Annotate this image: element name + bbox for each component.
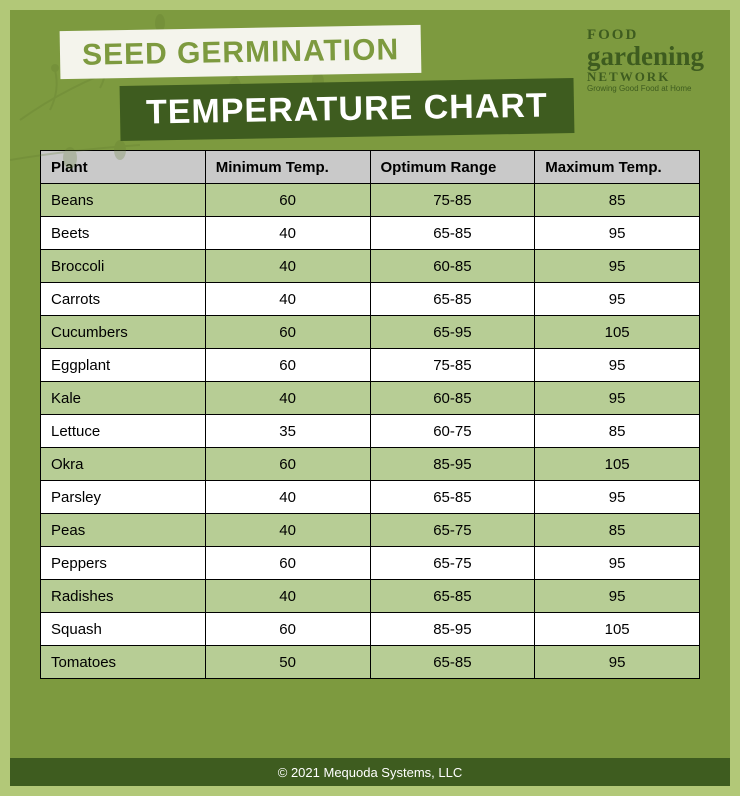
table-row: Beets4065-8595 — [41, 217, 700, 250]
cell-value: 65-75 — [370, 514, 535, 547]
cell-value: 35 — [205, 415, 370, 448]
table-container: Plant Minimum Temp. Optimum Range Maximu… — [40, 150, 700, 679]
cell-value: 60 — [205, 547, 370, 580]
cell-value: 40 — [205, 382, 370, 415]
cell-plant: Beans — [41, 184, 206, 217]
cell-value: 95 — [535, 481, 700, 514]
cell-value: 95 — [535, 382, 700, 415]
cell-plant: Okra — [41, 448, 206, 481]
table-row: Squash6085-95105 — [41, 613, 700, 646]
table-header-row: Plant Minimum Temp. Optimum Range Maximu… — [41, 151, 700, 184]
cell-plant: Peppers — [41, 547, 206, 580]
cell-value: 40 — [205, 283, 370, 316]
table-row: Kale4060-8595 — [41, 382, 700, 415]
cell-value: 85-95 — [370, 448, 535, 481]
table-body: Beans6075-8585Beets4065-8595Broccoli4060… — [41, 184, 700, 679]
cell-value: 85-95 — [370, 613, 535, 646]
table-row: Cucumbers6065-95105 — [41, 316, 700, 349]
cell-plant: Kale — [41, 382, 206, 415]
germination-table: Plant Minimum Temp. Optimum Range Maximu… — [40, 150, 700, 679]
header: SEED GERMINATION TEMPERATURE CHART FOOD … — [10, 10, 730, 150]
cell-value: 105 — [535, 448, 700, 481]
cell-plant: Lettuce — [41, 415, 206, 448]
col-min: Minimum Temp. — [205, 151, 370, 184]
cell-plant: Parsley — [41, 481, 206, 514]
cell-value: 60 — [205, 613, 370, 646]
logo-line-2: gardening — [587, 43, 704, 70]
cell-value: 95 — [535, 283, 700, 316]
cell-value: 105 — [535, 613, 700, 646]
cell-value: 75-85 — [370, 349, 535, 382]
table-row: Tomatoes5065-8595 — [41, 646, 700, 679]
cell-value: 65-85 — [370, 217, 535, 250]
cell-value: 85 — [535, 415, 700, 448]
cell-value: 95 — [535, 349, 700, 382]
cell-plant: Carrots — [41, 283, 206, 316]
cell-value: 40 — [205, 217, 370, 250]
title-line-1-box: SEED GERMINATION — [60, 25, 422, 79]
cell-value: 65-85 — [370, 283, 535, 316]
cell-value: 60 — [205, 349, 370, 382]
table-row: Peas4065-7585 — [41, 514, 700, 547]
cell-value: 60-85 — [370, 250, 535, 283]
table-row: Peppers6065-7595 — [41, 547, 700, 580]
chart-card: SEED GERMINATION TEMPERATURE CHART FOOD … — [0, 0, 740, 796]
title-line-1: SEED GERMINATION — [82, 33, 400, 72]
cell-value: 95 — [535, 580, 700, 613]
cell-plant: Radishes — [41, 580, 206, 613]
cell-value: 65-95 — [370, 316, 535, 349]
cell-value: 50 — [205, 646, 370, 679]
cell-value: 60 — [205, 184, 370, 217]
cell-value: 60 — [205, 448, 370, 481]
cell-plant: Peas — [41, 514, 206, 547]
title-line-2-box: TEMPERATURE CHART — [120, 78, 575, 141]
table-row: Eggplant6075-8595 — [41, 349, 700, 382]
table-row: Lettuce3560-7585 — [41, 415, 700, 448]
title-line-2: TEMPERATURE CHART — [146, 86, 548, 131]
table-row: Beans6075-8585 — [41, 184, 700, 217]
cell-plant: Eggplant — [41, 349, 206, 382]
col-opt: Optimum Range — [370, 151, 535, 184]
cell-value: 65-85 — [370, 646, 535, 679]
brand-logo: FOOD gardening NETWORK Growing Good Food… — [587, 28, 704, 93]
logo-line-3: NETWORK — [587, 70, 704, 83]
cell-value: 40 — [205, 580, 370, 613]
cell-value: 65-85 — [370, 580, 535, 613]
cell-plant: Tomatoes — [41, 646, 206, 679]
cell-value: 75-85 — [370, 184, 535, 217]
cell-value: 95 — [535, 217, 700, 250]
cell-plant: Cucumbers — [41, 316, 206, 349]
col-plant: Plant — [41, 151, 206, 184]
cell-value: 65-85 — [370, 481, 535, 514]
cell-value: 40 — [205, 481, 370, 514]
cell-plant: Beets — [41, 217, 206, 250]
cell-value: 60-75 — [370, 415, 535, 448]
table-head: Plant Minimum Temp. Optimum Range Maximu… — [41, 151, 700, 184]
cell-value: 60-85 — [370, 382, 535, 415]
logo-tagline: Growing Good Food at Home — [587, 85, 704, 93]
cell-value: 40 — [205, 250, 370, 283]
cell-value: 85 — [535, 184, 700, 217]
table-row: Broccoli4060-8595 — [41, 250, 700, 283]
col-max: Maximum Temp. — [535, 151, 700, 184]
cell-value: 95 — [535, 547, 700, 580]
table-row: Carrots4065-8595 — [41, 283, 700, 316]
table-row: Okra6085-95105 — [41, 448, 700, 481]
cell-plant: Broccoli — [41, 250, 206, 283]
cell-value: 105 — [535, 316, 700, 349]
table-row: Parsley4065-8595 — [41, 481, 700, 514]
footer-copyright: © 2021 Mequoda Systems, LLC — [10, 758, 730, 786]
cell-value: 40 — [205, 514, 370, 547]
cell-value: 65-75 — [370, 547, 535, 580]
cell-value: 60 — [205, 316, 370, 349]
cell-value: 85 — [535, 514, 700, 547]
cell-plant: Squash — [41, 613, 206, 646]
cell-value: 95 — [535, 250, 700, 283]
table-row: Radishes4065-8595 — [41, 580, 700, 613]
cell-value: 95 — [535, 646, 700, 679]
